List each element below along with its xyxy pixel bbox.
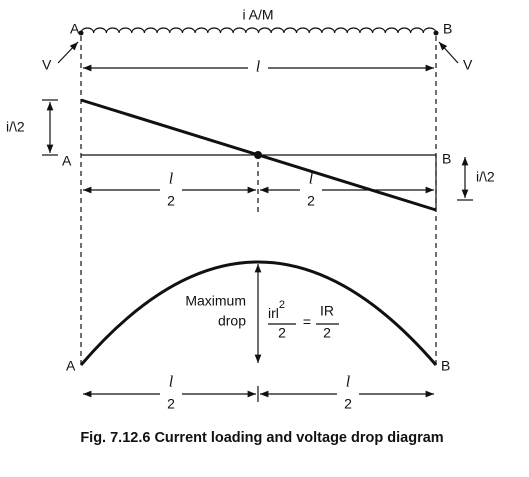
drop-section: A B Maximum drop irl2 2 = IR 2 l 2 l 2 [66, 260, 450, 412]
label: A [70, 21, 80, 37]
caption: Fig. 7.12.6 Current loading and voltage … [80, 430, 443, 446]
formula-part: = [303, 314, 311, 330]
drop-curve [79, 260, 438, 366]
node [433, 30, 439, 36]
label: V [42, 57, 52, 73]
node [78, 30, 84, 36]
label: Maximum [185, 293, 246, 309]
fraction-den: 2 [344, 396, 352, 412]
label: A [66, 358, 76, 374]
top-section: A B i A/M V V l [42, 7, 473, 368]
label: B [441, 358, 450, 374]
label: i A/M [242, 7, 273, 23]
label: B [442, 151, 451, 167]
midpoint [254, 151, 262, 159]
formula-part: 2 [279, 299, 285, 311]
fraction-num: l [169, 171, 174, 188]
formula-part: 2 [278, 325, 286, 341]
arrow [438, 41, 459, 64]
label: drop [218, 313, 246, 329]
fraction-num: l [169, 374, 174, 391]
label: i/\2 [476, 169, 495, 185]
label: V [463, 57, 473, 73]
fraction-den: 2 [167, 193, 175, 209]
fraction-den: 2 [307, 193, 315, 209]
formula-part: irl [268, 305, 279, 321]
label: l [256, 59, 261, 76]
label: B [443, 21, 452, 37]
label: i/\2 [6, 119, 25, 135]
fraction-num: l [346, 374, 351, 391]
fraction-den: 2 [167, 396, 175, 412]
coil-load [80, 27, 437, 34]
label: A [62, 153, 72, 169]
arrow [57, 41, 79, 64]
formula: irl2 [268, 299, 285, 321]
formula-part: 2 [323, 325, 331, 341]
formula-part: IR [320, 303, 334, 319]
current-section: A B i/\2 i/\2 l 2 l 2 [6, 98, 495, 214]
fraction-num: l [309, 171, 314, 188]
